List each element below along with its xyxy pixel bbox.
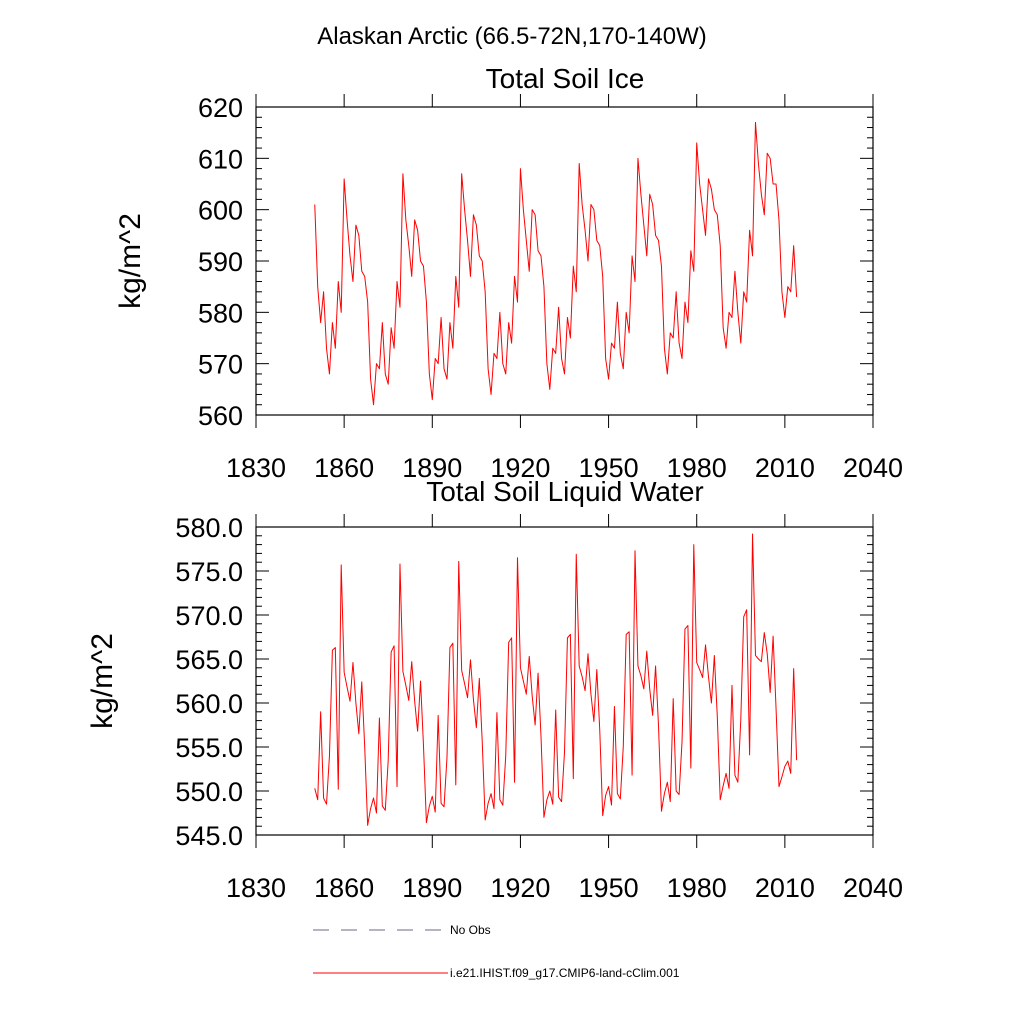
y-tick-label: 580	[198, 298, 243, 328]
y-tick-label: 560.0	[175, 689, 243, 719]
y-axis-label-soil-liquid-water: kg/m^2	[86, 633, 119, 729]
legend-label-model: i.e21.IHIST.f09_g17.CMIP6-land-cClim.001	[450, 966, 680, 980]
figure-title: Alaskan Arctic (66.5-72N,170-140W)	[317, 23, 707, 50]
series-soil-ice	[314, 121, 798, 406]
y-axis-label-soil-ice: kg/m^2	[114, 213, 147, 309]
x-tick-label: 1920	[490, 873, 550, 903]
y-ticks-soil-liquid-water: 545.0 550.0 555.0 560.0 565.0 570.0 575.0 580.0	[175, 513, 873, 851]
y-tick-label: 545.0	[175, 821, 243, 851]
y-tick-label: 610	[198, 144, 243, 174]
x-tick-label: 2010	[755, 453, 815, 483]
legend: No Obs i.e21.IHIST.f09_g17.CMIP6-land-cC…	[313, 923, 680, 980]
y-tick-label: 560	[198, 401, 243, 431]
y-tick-label: 550.0	[175, 777, 243, 807]
y-tick-label: 570.0	[175, 601, 243, 631]
y-ticks-soil-ice: 560 570 580 590 600 610 620	[198, 93, 873, 431]
panel-title-soil-ice: Total Soil Ice	[486, 63, 645, 94]
x-tick-label: 2040	[843, 873, 903, 903]
x-tick-label: 1860	[314, 873, 374, 903]
y-tick-label: 570	[198, 350, 243, 380]
series-line	[314, 121, 798, 406]
y-tick-label: 590	[198, 247, 243, 277]
x-tick-label: 1890	[402, 453, 462, 483]
x-tick-label: 1980	[667, 453, 727, 483]
plot-frame-soil-liquid-water	[255, 526, 874, 836]
y-tick-label: 580.0	[175, 513, 243, 543]
x-ticks-soil-ice: 1830 1860 1890 1920 1950 1980 2010 2040	[226, 94, 903, 483]
panel-soil-liquid-water: Total Soil Liquid Water 545.0550.0555.05…	[86, 476, 903, 903]
x-tick-label: 1980	[667, 873, 727, 903]
x-tick-label: 1950	[579, 873, 639, 903]
x-ticks-soil-liquid-water: 1830 1860 1890 1920 1950 1980 2010 2040	[226, 514, 903, 903]
x-tick-label: 1830	[226, 453, 286, 483]
y-tick-label: 620	[198, 93, 243, 123]
panel-title-soil-liquid-water: Total Soil Liquid Water	[426, 476, 704, 507]
x-tick-label: 1920	[490, 453, 550, 483]
panel-soil-ice: Total Soil Ice 560 570 580 590 600 610 620 183…	[114, 63, 903, 483]
series-soil-liquid-water	[314, 533, 798, 826]
x-tick-label: 1890	[402, 873, 462, 903]
legend-label-no-obs: No Obs	[450, 923, 491, 937]
y-tick-label: 600	[198, 196, 243, 226]
x-tick-label: 2040	[843, 453, 903, 483]
x-tick-label: 1830	[226, 873, 286, 903]
series-line	[314, 533, 798, 826]
x-tick-label: 2010	[755, 873, 815, 903]
y-tick-label: 565.0	[175, 645, 243, 675]
x-tick-label: 1950	[579, 453, 639, 483]
x-tick-label: 1860	[314, 453, 374, 483]
y-tick-label: 555.0	[175, 733, 243, 763]
y-tick-label: 575.0	[175, 557, 243, 587]
